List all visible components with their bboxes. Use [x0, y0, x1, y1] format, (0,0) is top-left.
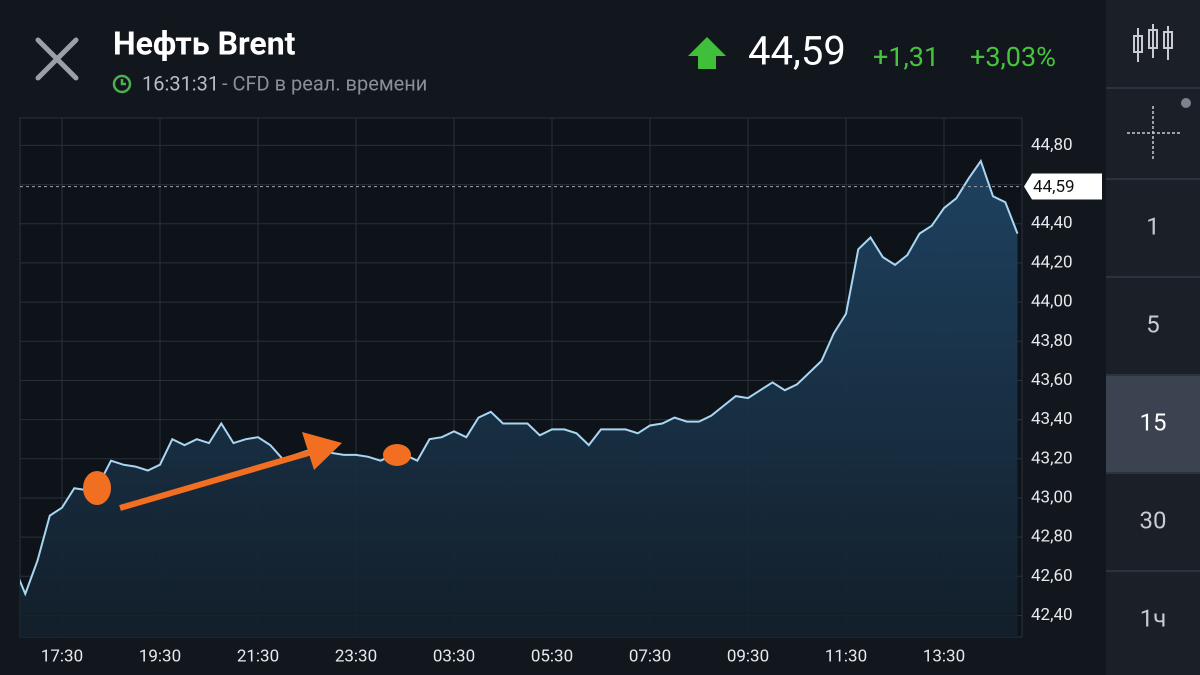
y-tick-label: 42,60 — [1031, 566, 1073, 586]
interval-button[interactable]: 1ч — [1140, 604, 1167, 632]
y-tick-label: 44,40 — [1031, 213, 1073, 233]
y-tick-label: 43,40 — [1031, 409, 1073, 429]
x-tick-label: 03:30 — [433, 646, 475, 666]
x-tick-label: 19:30 — [139, 646, 181, 666]
x-tick-label: 07:30 — [629, 646, 671, 666]
indicator-dot — [1181, 98, 1191, 108]
annotation-arrow — [119, 432, 342, 511]
y-tick-label: 44,80 — [1031, 135, 1073, 155]
close-button[interactable] — [35, 37, 79, 81]
change: +1,31 — [873, 41, 939, 73]
update-time: 16:31:31 — [142, 71, 219, 95]
x-tick-label: 09:30 — [727, 646, 769, 666]
y-tick-label: 42,40 — [1031, 605, 1073, 625]
y-tick-label: 43,20 — [1031, 448, 1073, 468]
price: 44,59 — [748, 28, 846, 75]
area-fill — [20, 161, 1018, 637]
clock-icon — [112, 74, 132, 94]
interval-button[interactable]: 1 — [1146, 212, 1160, 240]
up-arrow — [688, 37, 726, 69]
change-percent: +3,03% — [970, 41, 1056, 73]
x-tick-label: 05:30 — [531, 646, 573, 666]
annotation-marker — [83, 471, 111, 505]
last-price-label: 44,59 — [1033, 177, 1075, 197]
x-tick-label: 21:30 — [237, 646, 279, 666]
price-line — [20, 158, 1019, 597]
last-price-tag — [1024, 173, 1102, 200]
interval-button[interactable]: 15 — [1140, 408, 1167, 436]
y-tick-label: 43,80 — [1031, 331, 1073, 351]
interval-button[interactable]: 30 — [1140, 506, 1167, 534]
y-tick-label: 44,20 — [1031, 252, 1073, 272]
title: Нефть Brent — [113, 24, 296, 62]
plot: 42,40 42,60 42,80 43,00 43,20 43,40 43,60 43,80… — [20, 118, 1102, 666]
x-tick-label: 11:30 — [825, 646, 867, 666]
x-tick-label: 17:30 — [41, 646, 83, 666]
y-tick-label: 42,80 — [1031, 527, 1073, 547]
x-tick-label: 13:30 — [923, 646, 965, 666]
x-tick-label: 23:30 — [335, 646, 377, 666]
chart-type-button[interactable] — [1133, 24, 1173, 62]
subtitle: - CFD в реал. времени — [222, 71, 427, 95]
y-tick-label: 44,00 — [1031, 292, 1073, 312]
y-tick-label: 43,60 — [1031, 370, 1073, 390]
y-tick-label: 43,00 — [1031, 487, 1073, 507]
annotation-marker — [383, 444, 411, 466]
selected-interval — [1106, 376, 1200, 472]
interval-button[interactable]: 5 — [1146, 310, 1160, 338]
crosshair-button[interactable] — [1127, 106, 1180, 160]
